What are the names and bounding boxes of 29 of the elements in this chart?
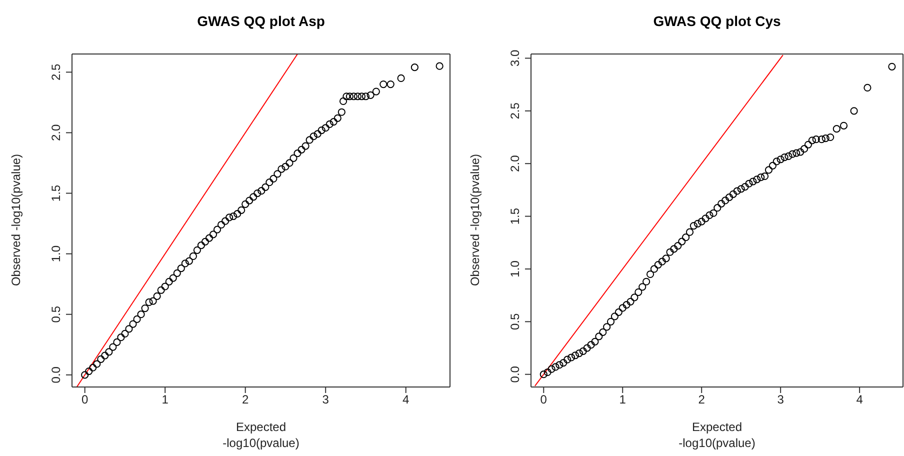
x-tick-label: 4 bbox=[402, 392, 410, 407]
x-tick-label: 0 bbox=[81, 392, 88, 407]
y-tick-label: 1.5 bbox=[508, 208, 522, 225]
chart-title: GWAS QQ plot Asp bbox=[197, 13, 325, 29]
y-tick-label: 0.0 bbox=[49, 366, 63, 384]
y-tick-label: 1.5 bbox=[49, 184, 63, 202]
y-axis-title: Observed -log10(pvalue) bbox=[9, 154, 23, 286]
chart-title: GWAS QQ plot Cys bbox=[653, 13, 781, 29]
y-tick-label: 2.5 bbox=[49, 64, 63, 81]
x-tick-label: 3 bbox=[777, 392, 784, 407]
y-tick-label: 0.0 bbox=[508, 366, 522, 383]
x-tick-label: 2 bbox=[242, 392, 250, 407]
y-tick-label: 2.5 bbox=[508, 102, 522, 120]
y-tick-label: 0.5 bbox=[49, 306, 63, 323]
x-tick-label: 2 bbox=[698, 392, 706, 407]
x-tick-label: 4 bbox=[856, 392, 864, 407]
x-tick-label: 3 bbox=[322, 392, 330, 407]
x-axis-title: Expected -log10(pvalue) bbox=[222, 420, 300, 450]
x-tick-label: 1 bbox=[619, 392, 626, 407]
y-tick-label: 1.0 bbox=[49, 245, 63, 262]
x-axis-title: Expected -log10(pvalue) bbox=[678, 420, 756, 450]
y-tick-label: 0.5 bbox=[508, 313, 522, 330]
y-tick-label: 1.0 bbox=[508, 260, 522, 278]
y-tick-label: 3.0 bbox=[508, 50, 522, 67]
x-tick-label: 1 bbox=[162, 392, 169, 407]
y-tick-label: 2.0 bbox=[508, 154, 522, 172]
x-tick-label: 0 bbox=[540, 392, 548, 407]
y-axis-title: Observed -log10(pvalue) bbox=[468, 154, 482, 286]
y-tick-label: 2.0 bbox=[49, 124, 63, 142]
